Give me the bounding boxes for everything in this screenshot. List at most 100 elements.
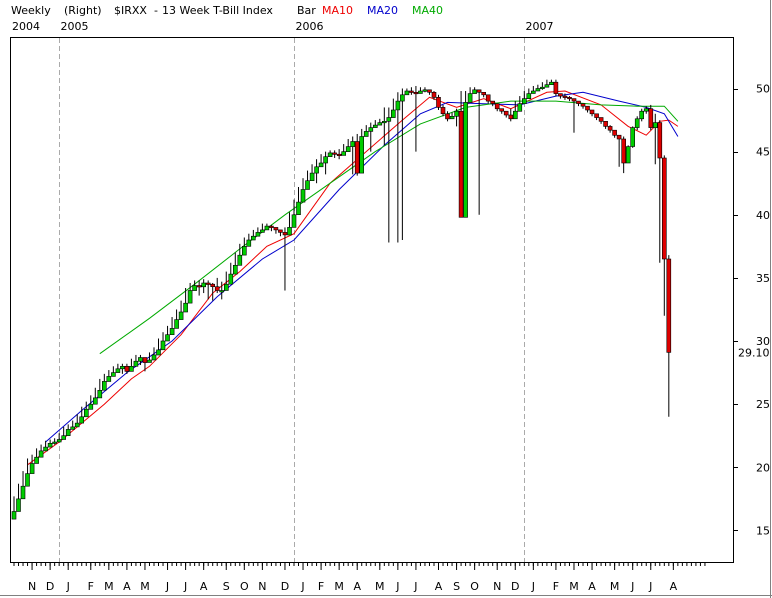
month-label: J [395,580,399,593]
candle [327,150,333,157]
candle-body [363,131,369,137]
candle [29,454,35,474]
month-label: S [453,580,460,593]
candle-body [201,282,206,288]
candle-body [472,89,477,94]
y-tick-label: 15 [756,524,770,537]
candle [409,87,414,95]
candle-body [323,156,328,164]
candle-body [467,93,473,103]
candle-body [79,416,84,424]
candle-body [255,232,261,237]
candle-body [318,162,324,168]
candle-body [296,201,301,216]
candle [264,223,270,231]
candle-body [589,109,595,115]
candle-body [418,90,423,94]
candle [52,438,57,445]
candle [147,352,152,363]
candle-body [377,122,383,126]
candle-body [440,107,446,115]
candle [657,120,663,263]
month-label: M [104,580,114,593]
candle-body [503,110,509,116]
candle-body [233,264,238,275]
candle-body [16,498,21,512]
candle [345,139,351,153]
legend-ma40: MA40 [412,4,443,17]
y-tick-label: 50 [756,83,770,96]
candle-body [38,450,44,458]
last-value-label: 29.10 [738,346,770,359]
candle [214,277,220,294]
candle [643,106,649,114]
year-label: 2004 [12,20,40,33]
candle-body [278,229,283,233]
candle [25,458,30,487]
candle [454,108,459,127]
candle [219,281,224,300]
candle [20,471,26,500]
candle-body [666,258,672,353]
candle [390,98,396,118]
candle-body [476,89,482,93]
candle [494,103,500,112]
candle [255,227,261,237]
header-style: Bar [297,4,316,17]
candle-body [639,110,645,120]
candle-body [643,108,649,112]
candle-body [368,127,374,132]
candle-body [616,134,622,140]
candle-body [390,109,396,118]
candle [630,126,636,148]
candle-body [242,246,247,256]
candle [585,105,590,113]
candle-body [634,118,640,128]
candle-body [594,113,599,118]
candle-body [192,285,197,291]
candle-body [413,92,419,95]
month-label: D [511,580,519,593]
candle-body [237,254,243,266]
candle [666,255,672,417]
candle [93,387,98,405]
candle [305,170,310,190]
candle [512,101,518,120]
plot-border [10,37,734,563]
candle [422,87,428,93]
candle-body [156,349,161,356]
candle-body [151,354,157,361]
candle-body [603,121,608,127]
candle-body [540,86,545,89]
candle-body [61,435,67,440]
candle [336,149,342,160]
candle [47,439,53,448]
candle [332,150,337,158]
candle [639,108,645,122]
header-symbol: $IRXX [114,4,147,17]
candle-body [56,439,62,443]
candle [440,104,446,117]
candle [354,133,360,176]
candle-body [178,311,184,320]
ma40-line [99,100,679,355]
candle-body [120,365,125,370]
candle [576,100,581,107]
candle [237,243,243,266]
candle [165,325,170,342]
y-tick-label: 40 [756,209,770,222]
candle-body [549,81,554,85]
candle [74,414,80,428]
candle [115,363,121,373]
month-label: M [140,580,150,593]
month-label: J [413,580,417,593]
month-label: O [470,580,479,593]
candle-body [458,110,464,218]
candle [431,91,437,100]
candle [535,84,541,92]
candle [300,178,306,203]
candle-body [34,456,39,464]
candle-body [187,290,193,304]
candle-body [169,328,175,335]
